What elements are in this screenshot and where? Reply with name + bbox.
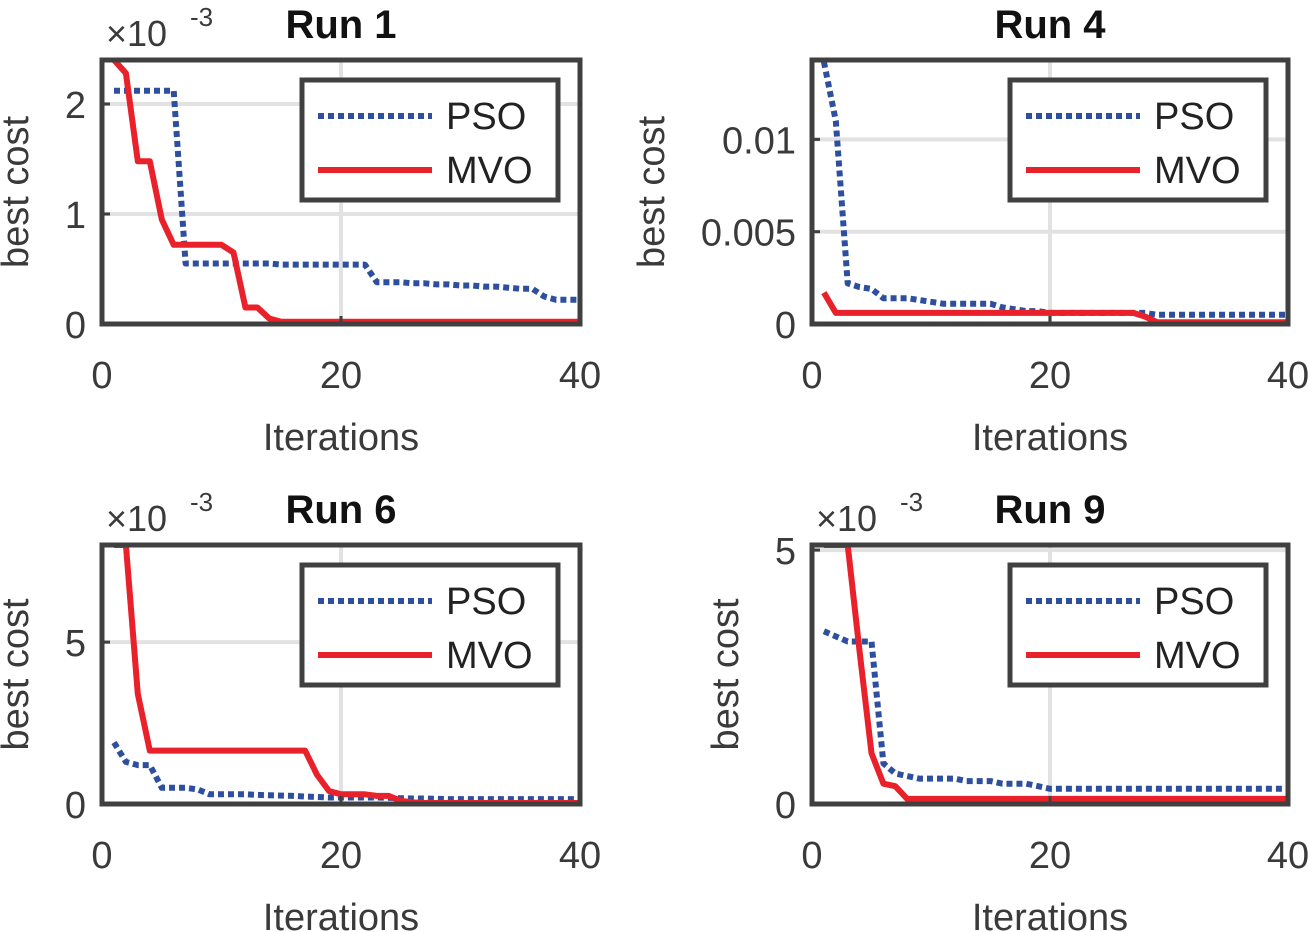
chart-panel-2: 0 20 40 0 0.005 0.01 Iterations best cost Run 4 P…: [631, 3, 1309, 459]
legend: PSO MVO: [299, 77, 561, 203]
y-tick-label: 0: [775, 305, 796, 347]
y-axis-label: best cost: [705, 598, 747, 751]
y-tick-label: 0: [65, 785, 86, 827]
exponent-power: -3: [190, 2, 213, 32]
x-tick-label: 40: [559, 835, 601, 877]
legend: PSO MVO: [299, 562, 561, 688]
exponent-power: -3: [900, 487, 923, 517]
series-line-pso: [114, 87, 580, 303]
exponent-label: ×10: [106, 13, 167, 54]
legend-label-mvo: MVO: [446, 150, 533, 192]
x-tick-label: 40: [1267, 835, 1309, 877]
y-axis-label: best cost: [0, 116, 37, 269]
chart-title: Run 6: [285, 488, 396, 532]
y-tick-label: 0.005: [701, 213, 796, 255]
chart-panel-3: 0 20 40 0 5 Iterations best cost Run 6 ×10 -3 PSO M…: [0, 487, 601, 932]
y-axis-label: best cost: [631, 116, 673, 269]
legend-label-pso: PSO: [446, 96, 526, 138]
x-tick-label: 20: [1029, 835, 1071, 877]
series-line-pso: [111, 740, 580, 803]
legend-box: [1007, 562, 1269, 688]
series-line-pso: [820, 61, 1288, 318]
y-tick-label: 0.01: [722, 120, 796, 162]
exponent-label: ×10: [106, 498, 167, 539]
legend-label-pso: PSO: [446, 581, 526, 623]
series-line-mvo: [823, 545, 1288, 802]
series-line-pso: [822, 628, 1288, 792]
x-axis-label: Iterations: [972, 897, 1128, 932]
x-tick-label: 40: [559, 355, 601, 397]
y-tick-label: 1: [65, 195, 86, 237]
legend-label-mvo: MVO: [1154, 150, 1241, 192]
x-tick-label: 20: [1029, 355, 1071, 397]
x-axis-label: Iterations: [263, 897, 419, 932]
x-tick-label: 0: [91, 355, 112, 397]
y-tick-label: 2: [65, 85, 86, 127]
x-tick-label: 40: [1267, 355, 1309, 397]
chart-title: Run 1: [285, 3, 396, 47]
legend-label-pso: PSO: [1154, 581, 1234, 623]
exponent-power: -3: [190, 487, 213, 517]
legend-label-pso: PSO: [1154, 96, 1234, 138]
legend: PSO MVO: [1007, 562, 1269, 688]
chart-title: Run 4: [994, 3, 1106, 47]
chart-title: Run 9: [994, 488, 1105, 532]
x-tick-label: 20: [320, 355, 362, 397]
x-tick-label: 0: [91, 835, 112, 877]
legend: PSO MVO: [1007, 77, 1269, 203]
y-tick-label: 5: [65, 623, 86, 665]
y-tick-label: 0: [775, 785, 796, 827]
legend-label-mvo: MVO: [1154, 635, 1241, 677]
chart-panel-1: 0 20 40 0 1 2 Iterations best cost Run 1 ×10 -3 PSO…: [0, 2, 601, 459]
legend-label-mvo: MVO: [446, 635, 533, 677]
legend-box: [299, 77, 561, 203]
plot-series-group: [822, 545, 1288, 802]
exponent-label: ×10: [816, 498, 877, 539]
x-tick-label: 0: [801, 835, 822, 877]
chart-panel-4: 0 20 40 0 5 Iterations best cost Run 9 ×10 -3 PSO M…: [705, 487, 1309, 932]
y-tick-label: 0: [65, 305, 86, 347]
legend-box: [299, 562, 561, 688]
y-axis-label: best cost: [0, 598, 37, 751]
x-tick-label: 0: [801, 355, 822, 397]
x-tick-label: 20: [320, 835, 362, 877]
y-tick-label: 5: [775, 531, 796, 573]
x-axis-label: Iterations: [263, 417, 419, 459]
legend-box: [1007, 77, 1269, 203]
x-axis-label: Iterations: [972, 417, 1128, 459]
